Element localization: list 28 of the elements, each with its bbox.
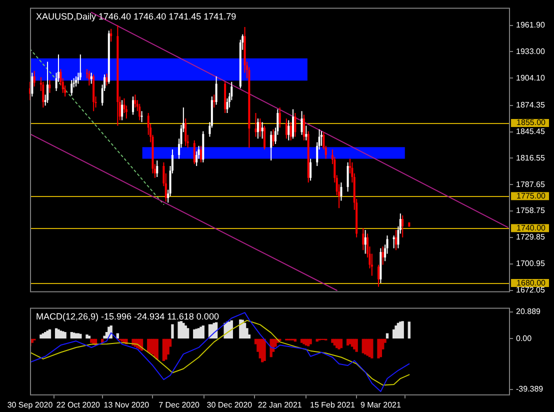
y-tick-label: 1904.10 bbox=[516, 73, 546, 82]
ref-line-label: 1855.00 bbox=[516, 118, 546, 128]
y-tick-label: 1874.35 bbox=[516, 100, 546, 110]
y-tick-label: 1700.95 bbox=[516, 259, 546, 268]
y-tick-label: 1758.75 bbox=[516, 206, 546, 216]
y-tick-label: 1845.45 bbox=[516, 126, 546, 136]
y-tick-label: 1787.65 bbox=[516, 180, 546, 189]
x-tick-label: 7 Dec 2020 bbox=[158, 400, 200, 410]
y-tick-label: -39.389 bbox=[516, 384, 544, 394]
x-tick-label: 22 Jan 2021 bbox=[258, 400, 302, 410]
x-tick-label: 9 Mar 2021 bbox=[360, 400, 402, 410]
y-tick-label: 1816.55 bbox=[516, 153, 546, 162]
ref-line-label: 1680.00 bbox=[516, 278, 546, 288]
ref-line-label: 1740.00 bbox=[516, 223, 546, 232]
y-tick-label: 0.00 bbox=[516, 334, 532, 343]
chart-title: MACD(12,26,9) -15.996 -24.934 11.618 0.000 bbox=[36, 311, 219, 322]
x-tick-label: 22 Oct 2020 bbox=[56, 400, 101, 410]
ref-line-label: 1775.00 bbox=[516, 191, 546, 200]
y-tick-label: 20.889 bbox=[516, 307, 542, 316]
y-tick-label: 1961.90 bbox=[516, 20, 546, 30]
x-tick-label: 15 Feb 2021 bbox=[310, 400, 356, 410]
x-tick-label: 13 Nov 2020 bbox=[104, 400, 150, 410]
chart-title: XAUUSD,Daily 1746.40 1746.40 1741.45 1741.79 bbox=[36, 11, 236, 22]
x-tick-label: 30 Sep 2020 bbox=[7, 400, 54, 410]
y-tick-label: 1729.85 bbox=[516, 232, 546, 242]
y-tick-label: 1672.05 bbox=[516, 286, 546, 295]
x-tick-label: 30 Dec 2020 bbox=[206, 400, 253, 410]
y-tick-label: 1933.00 bbox=[516, 46, 546, 56]
